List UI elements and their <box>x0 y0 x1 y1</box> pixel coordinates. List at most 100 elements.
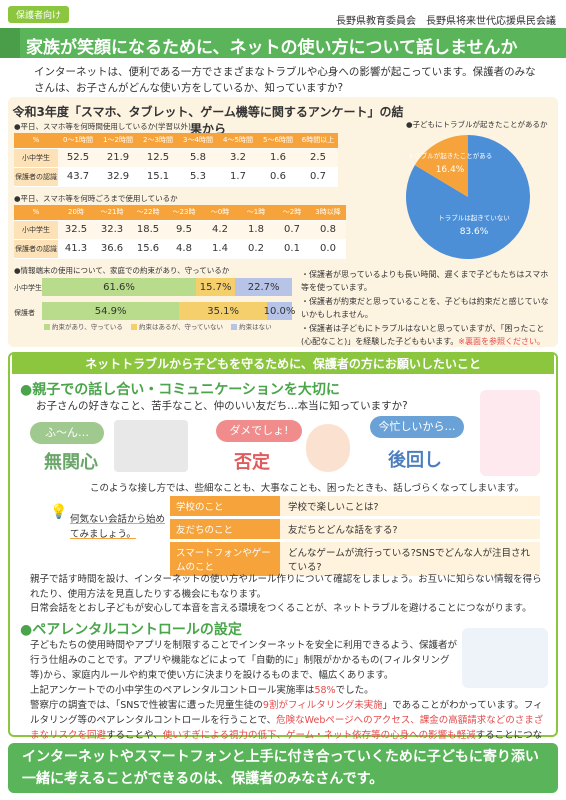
cell: 0.2 <box>238 239 274 259</box>
note-2: ・保護者が約束だと思っていることを、子どもは約束だと感じていないかもしれません。 <box>301 297 549 319</box>
cell: 3.2 <box>218 148 258 168</box>
lightbulb-icon: 💡 <box>50 504 68 520</box>
parent-illustration <box>306 424 350 472</box>
q1-table: % 0～1時間 1～2時間 2～3時間 3～4時間 4～5時間 5～6時間 6時… <box>14 133 338 187</box>
footer-banner: インターネットやスマートフォンと上手に付き合っていくために子どもに寄り添い 一緒… <box>8 743 558 793</box>
talk-heading: ●親子での話し合い・コミュニケーションを大切に <box>20 382 340 398</box>
list-item: 学校のこと 学校で楽しいことは? <box>170 496 540 516</box>
see-back-link: ※裏面を参照ください。 <box>458 336 545 346</box>
cell: 52.5 <box>58 148 98 168</box>
pie-value-b: 83.6% <box>460 227 489 237</box>
legend-item: 約束はない <box>239 323 272 331</box>
note-3-wrap: ・保護者は子どもにトラブルはないと思っていますが、「困ったこと(心配なこと)」を… <box>301 323 551 348</box>
cell: 18.5 <box>130 220 166 240</box>
audience-tag: 保護者向け <box>8 6 70 23</box>
topic-value: 学校で楽しいことは? <box>280 496 540 516</box>
bubble-uninterested: ふ～ん… <box>30 422 104 444</box>
q2-h5: ～0時 <box>202 205 238 221</box>
footer-line-2: 一緒に考えることができるのは、保護者のみなさんです。 <box>22 771 384 787</box>
parent-vacuum-illustration <box>480 390 540 476</box>
pie-slice-trouble <box>414 135 468 197</box>
cell: 32.5 <box>58 220 94 240</box>
page-title: 家族が笑顔になるために、ネットの使い方について話しませんか <box>26 38 518 58</box>
family-devices-illustration <box>462 628 548 688</box>
row-label: 保護者の認識 <box>14 239 58 259</box>
q2-table: % 20時 ～21時 ～22時 ～23時 ～0時 ～1時 ～2時 3時以降 小中… <box>14 205 346 259</box>
cell: 32.9 <box>98 167 138 187</box>
q2-title: ●平日、スマホ等を何時ごろまで使用しているか <box>14 194 178 203</box>
pc3-text-a: 警察庁の調査では、「SNSで性被害に遭った児童生徒の <box>30 700 263 711</box>
pie-label-b: トラブルは起きていない <box>438 213 510 222</box>
topic-key: 友だちのこと <box>170 519 280 539</box>
intro-text: インターネットは、便利である一方でさまざまなトラブルや心身への影響が起こっていま… <box>34 66 536 94</box>
pc3-highlight-d: 危険なWebページへのアクセス、課金の高額請求などのさまざまなリスクを回避 <box>30 715 544 741</box>
bar-legend: 約束があり、守っている 約束はあるが、守っていない 約束はない <box>38 321 272 331</box>
cell: 4.2 <box>202 220 238 240</box>
talk-subtext: お子さんの好きなこと、苦手なこと、仲のいい友だち…本当に知っていますか? <box>36 400 408 412</box>
cell: 2.5 <box>298 148 338 168</box>
row-label: 小中学生 <box>14 220 58 240</box>
pc3-highlight-b: 9割がフィルタリング未実施 <box>262 700 383 711</box>
pc-paragraph-2: 上記アンケートでの小中学生のペアレンタルコントロール実施率は58%でした。 <box>30 683 510 698</box>
bubble-denial: ダメでしょ! <box>216 420 302 442</box>
blocking-text: このような接し方では、些細なことも、大事なことも、困ったときも、話しづらくなって… <box>90 483 525 494</box>
survey-title: 令和3年度「スマホ、タブレット、ゲーム機等に関するアンケート」の結果から <box>12 105 404 136</box>
organizations: 長野県教育委員会 長野県将来世代応援県民会議 <box>336 16 556 27</box>
q2-h3: ～22時 <box>130 205 166 221</box>
pc3-highlight-f: 使いすぎによる視力の低下、ゲーム・ネット依存等の心身への影響も軽減 <box>162 730 476 741</box>
note-3: ・保護者は子どもにトラブルはないと思っていますが、「困ったこと(心配なこと)」を… <box>301 324 545 346</box>
q1-header-row: % 0～1時間 1～2時間 2～3時間 3～4時間 4～5時間 5～6時間 6時… <box>14 133 338 149</box>
q2-h1: 20時 <box>58 205 94 221</box>
pc-rate: 58% <box>314 685 336 696</box>
topic-key: 学校のこと <box>170 496 280 516</box>
pie-value-a: 16.4% <box>436 165 465 175</box>
bar-segment-kept: 61.6% <box>42 278 196 296</box>
cell: 0.7 <box>274 220 310 240</box>
title-banner: 家族が笑顔になるために、ネットの使い方について話しませんか <box>0 28 566 58</box>
q2-h8: 3時以降 <box>310 205 346 221</box>
survey-notes: ・保護者が思っているよりも長い時間、遅くまで子どもたちはスマホ等を使っています。… <box>301 269 551 350</box>
q3-title: ●情報端末の使用について、家庭での約束があり、守っているか <box>14 266 230 275</box>
cell: 0.6 <box>258 167 298 187</box>
bar-row-parents: 54.9% 35.1% 10.0% <box>42 302 295 320</box>
bar-segment-none: 10.0% <box>264 302 295 320</box>
survey-panel: 令和3年度「スマホ、タブレット、ゲーム機等に関するアンケート」の結果から ●平日… <box>8 97 558 347</box>
bar-segment-not-kept: 35.1% <box>179 302 267 320</box>
child-computer-illustration <box>114 420 188 472</box>
label-uninterested: 無関心 <box>44 452 98 473</box>
q2-h0: % <box>14 205 58 221</box>
talk-paragraph-2: 日常会話をとおし子どもが安心して本音を言える環境をつくることが、ネットトラブルを… <box>30 603 532 614</box>
footer-line-1: インターネットやスマートフォンと上手に付き合っていくために子どもに寄り添い <box>22 749 539 765</box>
bar-row-students: 61.6% 15.7% 22.7% <box>42 278 292 296</box>
cell: 1.7 <box>218 167 258 187</box>
cell: 15.6 <box>130 239 166 259</box>
pie-label-a: トラブルが起きたことがある <box>408 151 493 160</box>
table-row: 小中学生 52.5 21.9 12.5 5.8 3.2 1.6 2.5 <box>14 148 338 168</box>
cell: 41.3 <box>58 239 94 259</box>
q1-title: ●平日、スマホ等を何時間使用しているか(学習以外) <box>14 122 191 131</box>
pc-paragraph-1: 子どもたちの使用時間やアプリを制限することでインターネットを安全に利用できるよう… <box>30 640 458 681</box>
pc2-text-a: 上記アンケートでの小中学生のペアレンタルコントロール実施率は <box>30 685 315 696</box>
cell: 36.6 <box>94 239 130 259</box>
topic-value: どんなゲームが流行っている?SNSでどんな人が注目されている? <box>280 542 540 576</box>
list-item: 友だちのこと 友だちとどんな話をする? <box>170 519 540 539</box>
legend-item: 約束はあるが、守っていない <box>139 323 224 331</box>
pc3-text-e: することや、 <box>106 730 163 741</box>
cell: 12.5 <box>138 148 178 168</box>
legend-swatch <box>131 324 137 330</box>
topic-list: 学校のこと 学校で楽しいことは? 友だちのこと 友だちとどんな話をする? スマー… <box>170 496 540 579</box>
q2-h4: ～23時 <box>166 205 202 221</box>
cell: 0.0 <box>310 239 346 259</box>
cell: 0.1 <box>274 239 310 259</box>
topic-key: スマートフォンやゲームのこと <box>170 542 280 576</box>
cell: 0.8 <box>310 220 346 240</box>
tip-text: 何気ない会話から始めてみましょう。 <box>70 514 166 540</box>
q2-h7: ～2時 <box>274 205 310 221</box>
talk-paragraph-1: 親子で話す時間を設け、インターネットの使い方やルール作りについて確認をしましょう… <box>30 574 542 600</box>
cell: 9.5 <box>166 220 202 240</box>
legend-item: 約束があり、守っている <box>52 323 123 331</box>
label-denial: 否定 <box>234 452 270 473</box>
legend-swatch <box>44 324 50 330</box>
pc3-text-c: 」であることがわかっています。フィルタリング等のペアレンタルコントロールを行うこ… <box>30 700 543 726</box>
bar-label: 保護者 <box>14 309 35 317</box>
